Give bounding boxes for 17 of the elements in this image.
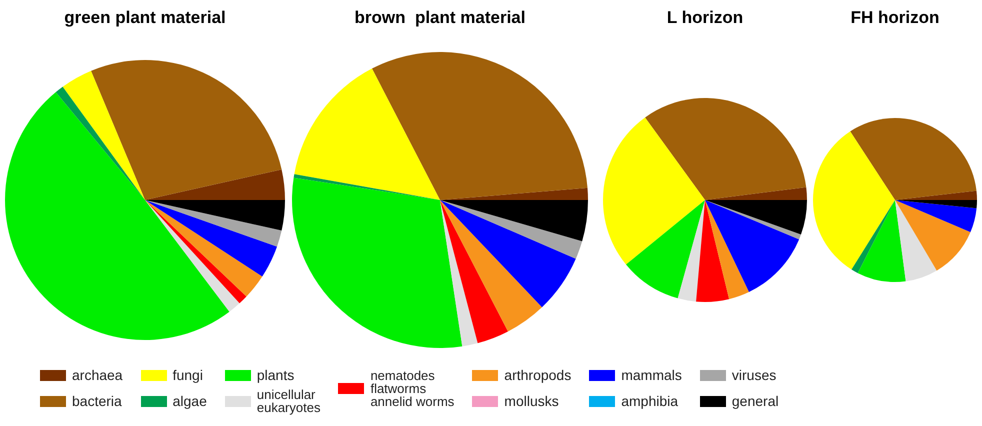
- chart-title: brown plant material: [354, 8, 526, 27]
- legend-label: mollusks: [504, 393, 559, 409]
- legend-label: unicellular eukaryotes: [256, 387, 320, 415]
- legend-label: arthropods: [504, 367, 572, 383]
- legend-label: mammals: [621, 367, 682, 383]
- legend-label: plants: [256, 367, 294, 383]
- legend-label: general: [732, 393, 779, 409]
- chart-title: green plant material: [64, 8, 226, 27]
- legend-label: viruses: [732, 367, 776, 383]
- chart-title: L horizon: [666, 8, 744, 27]
- legend-label: nematodes flatworms annelid worms: [370, 368, 454, 408]
- legend-label: algae: [172, 393, 207, 409]
- legend-label: fungi: [172, 367, 203, 383]
- legend-label: amphibia: [621, 393, 678, 409]
- chart-title: FH horizon: [850, 8, 940, 27]
- legend-label: archaea: [72, 367, 123, 383]
- legend-label: bacteria: [72, 393, 122, 409]
